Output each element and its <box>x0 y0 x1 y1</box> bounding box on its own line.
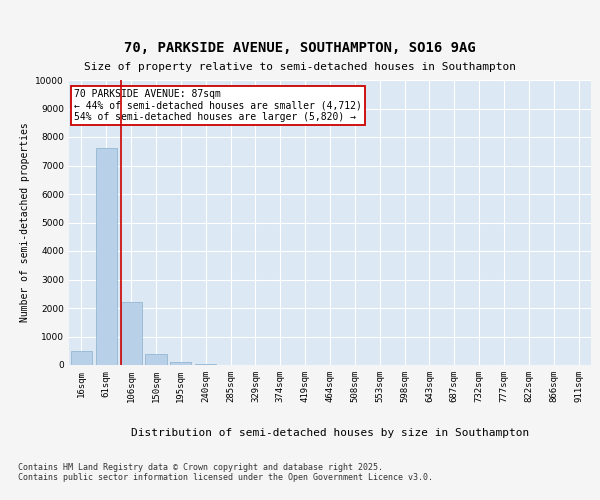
Text: 70, PARKSIDE AVENUE, SOUTHAMPTON, SO16 9AG: 70, PARKSIDE AVENUE, SOUTHAMPTON, SO16 9… <box>124 40 476 54</box>
Text: Size of property relative to semi-detached houses in Southampton: Size of property relative to semi-detach… <box>84 62 516 72</box>
Bar <box>121 302 142 365</box>
Text: Contains HM Land Registry data © Crown copyright and database right 2025.
Contai: Contains HM Land Registry data © Crown c… <box>18 462 433 482</box>
Bar <box>71 351 92 365</box>
Bar <box>145 354 167 365</box>
Y-axis label: Number of semi-detached properties: Number of semi-detached properties <box>20 122 30 322</box>
Bar <box>195 364 216 365</box>
Text: Distribution of semi-detached houses by size in Southampton: Distribution of semi-detached houses by … <box>131 428 529 438</box>
Text: 70 PARKSIDE AVENUE: 87sqm
← 44% of semi-detached houses are smaller (4,712)
54% : 70 PARKSIDE AVENUE: 87sqm ← 44% of semi-… <box>74 88 362 122</box>
Bar <box>170 362 191 365</box>
Bar <box>96 148 117 365</box>
